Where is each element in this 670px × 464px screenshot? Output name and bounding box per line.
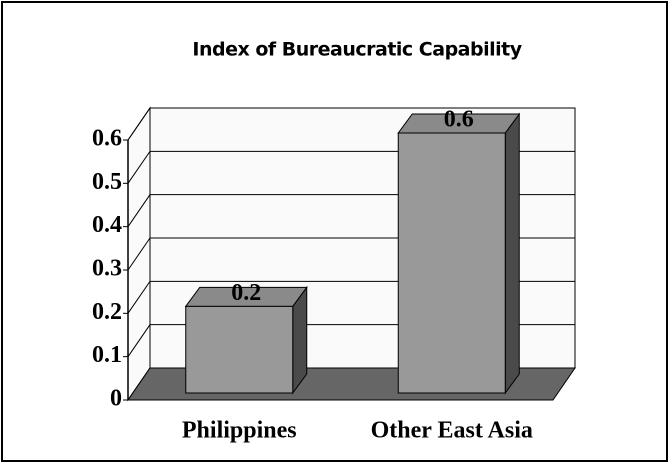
y-tick-label: 0.4 <box>92 212 122 238</box>
chart-title: Index of Bureaucratic Capability <box>192 39 522 61</box>
y-tick-label: 0.3 <box>92 256 122 282</box>
y-tick-label: 0.1 <box>92 342 122 368</box>
bar-front <box>397 132 506 394</box>
y-tick-label: 0 <box>110 386 122 412</box>
x-tick-label: Other East Asia <box>371 418 533 444</box>
bar-front <box>185 305 294 394</box>
bar-side <box>504 112 520 395</box>
y-tick-label: 0.5 <box>92 169 122 195</box>
value-label: 0.2 <box>231 280 261 306</box>
x-tick-label: Philippines <box>182 418 297 444</box>
y-tick-label: 0.2 <box>92 299 122 325</box>
bar <box>397 112 521 395</box>
y-tick-label: 0.6 <box>92 126 122 152</box>
value-label: 0.6 <box>444 107 474 133</box>
grid-line <box>127 107 575 141</box>
bar <box>184 285 308 395</box>
